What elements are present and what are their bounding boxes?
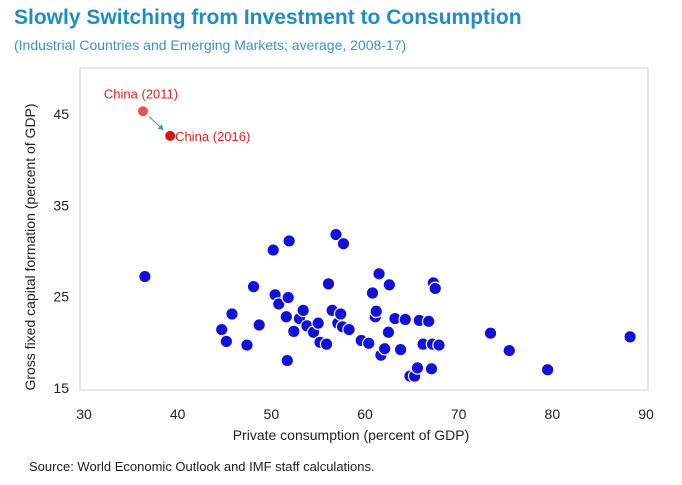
source-note: Source: World Economic Outlook and IMF s…: [29, 459, 375, 474]
x-tick-label: 70: [451, 406, 467, 422]
data-point: [219, 334, 234, 349]
y-axis-label: Gross fixed capital formation (percent o…: [22, 103, 38, 390]
chart-title: Slowly Switching from Investment to Cons…: [14, 6, 522, 29]
plot-frame: [79, 67, 649, 391]
data-point: [329, 227, 343, 242]
data-point: [502, 343, 517, 358]
annotation-china-2016: China (2016): [175, 129, 250, 144]
data-point: [421, 314, 436, 329]
data-point: [282, 234, 296, 248]
data-point: [365, 286, 380, 300]
data-point: [398, 312, 413, 327]
y-tick-label: 15: [53, 380, 69, 396]
data-point: [410, 361, 425, 375]
trend-arrow-head: [157, 124, 164, 130]
data-point: [321, 277, 336, 291]
data-point: [483, 326, 498, 340]
data-point: [333, 307, 348, 321]
data-point: [393, 342, 408, 357]
data-point: [361, 336, 376, 351]
data-point: [623, 330, 637, 344]
data-point: [336, 236, 351, 251]
x-tick-labels: 30 40 50 60 70 80 90: [76, 406, 654, 422]
x-tick-label: 60: [357, 406, 373, 422]
data-point: [246, 279, 261, 294]
x-tick-label: 80: [545, 406, 561, 422]
data-point: [266, 243, 281, 257]
x-tick-label: 40: [170, 406, 186, 422]
x-axis-label: Private consumption (percent of GDP): [233, 427, 470, 443]
annotation-china-2011: China (2011): [104, 86, 178, 101]
data-point: [342, 322, 356, 337]
data-point: [381, 325, 396, 340]
data-point: [369, 304, 384, 319]
data-point: [311, 316, 325, 330]
data-point: [240, 338, 254, 352]
highlight-point-china-2016: [165, 130, 176, 141]
data-point: [319, 337, 334, 351]
y-tick-label: 45: [53, 106, 69, 122]
data-point: [280, 353, 295, 368]
data-point: [428, 281, 443, 296]
data-point: [287, 324, 301, 339]
data-point: [279, 309, 294, 324]
chart-subtitle: (Industrial Countries and Emerging Marke…: [14, 37, 407, 53]
data-points: [138, 227, 637, 383]
data-point: [281, 290, 295, 305]
data-point: [138, 269, 152, 284]
y-tick-label: 25: [53, 289, 69, 305]
data-point: [432, 338, 446, 352]
x-tick-label: 90: [638, 406, 654, 422]
data-point: [225, 307, 239, 321]
data-point: [372, 267, 386, 281]
data-point: [424, 362, 439, 376]
data-point: [540, 362, 555, 377]
highlight-point-china-2011: [138, 106, 149, 117]
x-tick-label: 50: [264, 406, 280, 422]
data-point: [214, 322, 229, 337]
data-point: [377, 341, 392, 356]
y-tick-labels: 15 25 35 45: [53, 106, 69, 396]
data-point: [272, 297, 286, 311]
data-point: [296, 303, 310, 318]
y-tick-label: 35: [53, 197, 69, 213]
data-point: [252, 318, 266, 332]
data-point: [382, 277, 397, 292]
highlight-points: China (2011) China (2016): [104, 86, 250, 144]
x-tick-label: 30: [76, 406, 92, 422]
